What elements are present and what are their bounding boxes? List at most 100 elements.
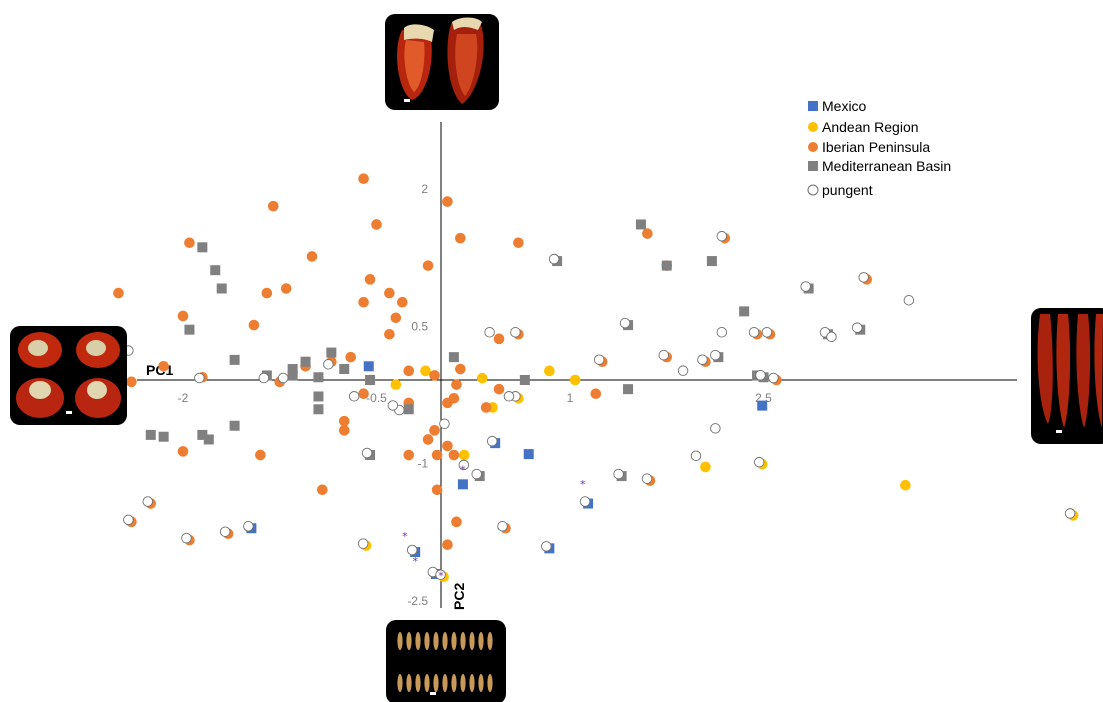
point-iberian-peninsula-46: [768, 372, 782, 386]
point-andean-region-1: [390, 379, 402, 390]
point-mediterranean-basin-3: [216, 283, 227, 294]
point-andean-region-2: [476, 372, 488, 384]
point-andean-region-11: [1064, 508, 1079, 521]
point-mediterranean-basin-14: [326, 347, 337, 358]
point-iberian-peninsula-30: [345, 351, 357, 363]
point-mexico-5: [757, 400, 768, 411]
point-iberian-peninsula-49: [442, 397, 453, 409]
point-iberian-peninsula-32: [429, 370, 440, 381]
photo-bottom-seeds: [386, 620, 506, 702]
point-pungent-unassigned-5: [484, 327, 495, 338]
point-iberian-peninsula-19: [248, 319, 260, 331]
point-mediterranean-basin-12: [710, 349, 724, 363]
point-iberian-peninsula-9: [184, 237, 195, 249]
point-iberian-peninsula-53: [429, 425, 440, 436]
point-mexico-6: [243, 520, 257, 534]
point-iberian-peninsula-12: [364, 274, 376, 285]
point-mexico-1: [486, 435, 501, 449]
point-pungent-unassigned-9: [903, 294, 915, 306]
point-pungent-unassigned-14: [458, 459, 470, 471]
point-iberian-peninsula-31: [403, 365, 415, 377]
point-iberian-peninsula-44: [594, 354, 608, 368]
significance-star-3: *: [412, 555, 418, 568]
tick-label-y-6: -1: [417, 457, 428, 471]
point-iberian-peninsula-69: [181, 532, 195, 546]
point-mexico-4: [579, 496, 594, 509]
point-mediterranean-basin-6: [548, 253, 563, 267]
point-iberian-peninsula-27: [158, 360, 169, 372]
point-mediterranean-basin-7: [800, 281, 814, 294]
point-mexico-7: [541, 541, 555, 554]
point-iberian-peninsula-50: [480, 402, 492, 413]
point-andean-region-12: [357, 538, 372, 551]
point-iberian-peninsula-8: [113, 287, 124, 299]
point-mediterranean-basin-25: [755, 370, 769, 383]
point-pungent-unassigned-4: [348, 391, 360, 402]
point-iberian-peninsula-10: [422, 260, 434, 271]
point-mediterranean-basin-29: [313, 404, 324, 415]
point-iberian-peninsula-68: [497, 520, 511, 534]
point-andean-region-13: [435, 569, 449, 583]
photo-left-blocky-fruits: [10, 326, 127, 425]
significance-star-2: *: [402, 530, 408, 543]
legend-label-0: Mexico: [822, 98, 867, 114]
point-pungent-unassigned-1: [194, 372, 205, 384]
point-iberian-peninsula-51: [338, 415, 350, 427]
point-mediterranean-basin-0: [635, 219, 646, 230]
point-mediterranean-basin-22: [287, 370, 298, 381]
legend-item-4: pungent: [807, 182, 873, 198]
point-mediterranean-basin-15: [229, 354, 240, 365]
tick-label-y-4: 2: [421, 182, 428, 196]
tick-label-y-7: -2.5: [407, 594, 428, 608]
legend-label-2: Iberian Peninsula: [822, 139, 930, 155]
point-iberian-peninsula-60: [448, 449, 460, 461]
point-iberian-peninsula-58: [403, 449, 415, 461]
point-iberian-peninsula-45: [697, 354, 711, 368]
point-mediterranean-basin-34: [197, 429, 208, 440]
point-pungent-unassigned-3: [277, 372, 289, 384]
point-andean-region-4: [569, 374, 581, 386]
point-iberian-peninsula-66: [219, 526, 234, 540]
point-mediterranean-basin-18: [339, 364, 350, 375]
point-mediterranean-basin-37: [471, 468, 485, 482]
point-mediterranean-basin-35: [203, 434, 214, 445]
point-iberian-peninsula-63: [431, 484, 443, 496]
point-iberian-peninsula-23: [493, 333, 505, 345]
point-iberian-peninsula-16: [358, 296, 369, 308]
tick-label-y-5: 0.5: [411, 319, 428, 333]
point-iberian-peninsula-7: [716, 230, 731, 244]
point-iberian-peninsula-1: [442, 196, 453, 207]
point-iberian-peninsula-38: [451, 379, 462, 390]
point-iberian-peninsula-11: [306, 251, 318, 262]
legend-item-0: Mexico: [808, 98, 867, 114]
point-mediterranean-basin-5: [661, 260, 672, 271]
point-iberian-peninsula-41: [510, 327, 524, 340]
point-mediterranean-basin-1: [197, 242, 208, 253]
point-iberian-peninsula-33: [455, 363, 466, 375]
point-pungent-unassigned-18: [710, 423, 721, 434]
significance-star-0: *: [460, 463, 466, 476]
point-pungent-unassigned-10: [677, 365, 689, 376]
legend-label-1: Andean Region: [822, 119, 919, 135]
point-iberian-peninsula-52: [338, 425, 350, 436]
point-pungent-unassigned-6: [503, 391, 515, 402]
point-mediterranean-basin-31: [229, 420, 240, 431]
point-iberian-peninsula-36: [126, 376, 137, 388]
point-mexico-8: [406, 544, 421, 558]
point-mediterranean-basin-33: [158, 431, 169, 442]
point-iberian-peninsula-26: [748, 327, 763, 340]
point-iberian-peninsula-65: [123, 514, 137, 528]
point-iberian-peninsula-14: [384, 287, 395, 299]
point-mediterranean-basin-4: [706, 256, 717, 267]
point-iberian-peninsula-18: [177, 310, 189, 322]
legend-label-3: Mediterranean Basin: [822, 158, 951, 174]
point-mediterranean-basin-27: [623, 384, 634, 395]
point-iberian-peninsula-70: [442, 539, 453, 550]
point-mexico-3: [457, 479, 468, 490]
point-pungent-unassigned-2: [258, 372, 270, 384]
point-iberian-peninsula-59: [431, 449, 443, 461]
tick-label-x-1: -0.5: [366, 391, 387, 405]
point-mediterranean-basin-2: [210, 265, 221, 276]
point-mediterranean-basin-8: [852, 322, 866, 335]
